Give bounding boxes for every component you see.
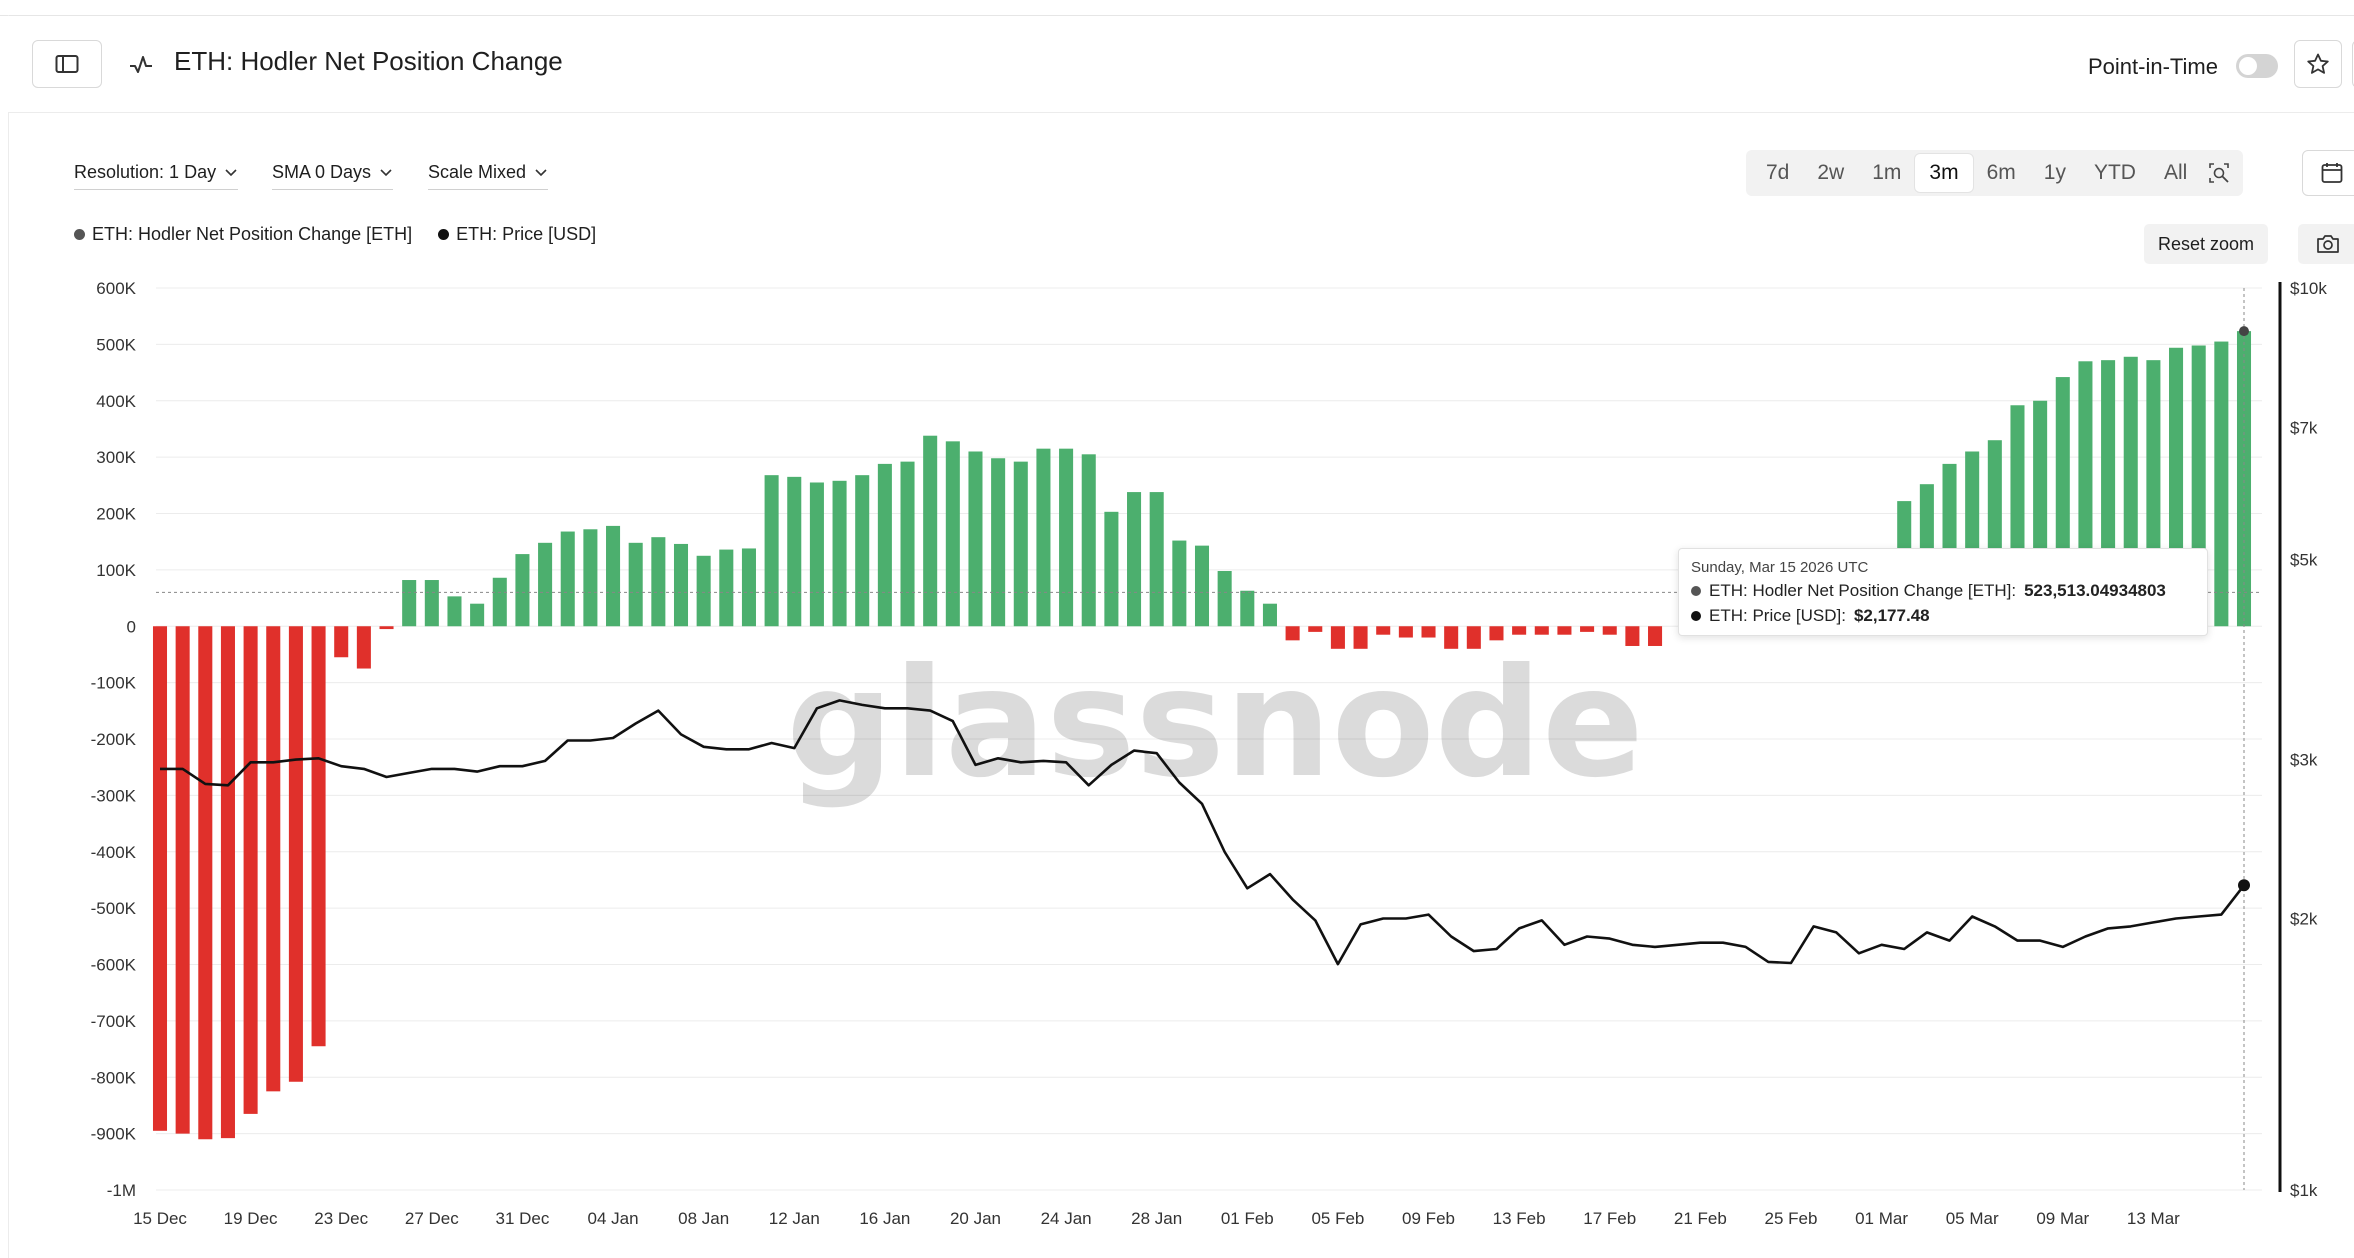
sma-select[interactable]: SMA 0 Days — [272, 162, 394, 190]
chart-legend: ETH: Hodler Net Position Change [ETH] ET… — [74, 224, 596, 245]
page-frame — [8, 15, 2354, 1258]
metric-header: ETH: Hodler Net Position Change Point-in… — [8, 16, 2354, 113]
legend-label-net-position: ETH: Hodler Net Position Change [ETH] — [92, 224, 413, 244]
calendar-button[interactable] — [2302, 150, 2354, 196]
sidebar-toggle-button[interactable] — [32, 40, 102, 88]
range-3m-button[interactable]: 3m — [1915, 154, 1973, 192]
chevron-down-icon — [380, 168, 392, 176]
tooltip-row-net-position: ETH: Hodler Net Position Change [ETH]: 5… — [1691, 581, 2195, 601]
time-range-selector: 7d 2w 1m 3m 6m 1y YTD All — [1746, 150, 2244, 196]
legend-label-price: ETH: Price [USD] — [456, 224, 597, 244]
range-7d-button[interactable]: 7d — [1766, 161, 1790, 184]
chevron-down-icon — [535, 168, 547, 176]
tooltip-date: Sunday, Mar 15 2026 UTC — [1691, 559, 1869, 576]
sidebar-toggle-icon — [55, 55, 79, 73]
resolution-select[interactable]: Resolution: 1 Day — [74, 162, 239, 190]
range-1y-button[interactable]: 1y — [2043, 161, 2066, 184]
camera-icon — [2317, 235, 2339, 253]
top-divider — [0, 15, 2354, 16]
favorite-button[interactable] — [2294, 40, 2342, 88]
calendar-icon — [2321, 163, 2343, 183]
scale-select[interactable]: Scale Mixed — [428, 162, 549, 190]
point-in-time-toggle[interactable] — [2236, 54, 2278, 78]
legend-item-price[interactable]: ETH: Price [USD] — [438, 224, 596, 245]
point-in-time-label: Point-in-Time — [2088, 54, 2218, 79]
tooltip-dot-net-position — [1691, 586, 1701, 596]
sma-label: SMA 0 Days — [272, 162, 372, 182]
tooltip-row-price: ETH: Price [USD]: $2,177.48 — [1691, 606, 2195, 626]
range-6m-button[interactable]: 6m — [1986, 161, 2016, 184]
chevron-down-icon — [225, 168, 237, 176]
legend-dot-price — [438, 229, 450, 240]
zoom-select-icon — [2209, 163, 2230, 183]
chart-tooltip: Sunday, Mar 15 2026 UTC ETH: Hodler Net … — [1678, 548, 2208, 636]
tooltip-label-price: ETH: Price [USD]: — [1709, 606, 1846, 625]
page-title: ETH: Hodler Net Position Change — [174, 46, 563, 76]
tooltip-dot-price — [1691, 611, 1701, 621]
tooltip-value-net-position: 523,513.04934803 — [2024, 581, 2166, 600]
tooltip-label-net-position: ETH: Hodler Net Position Change [ETH]: — [1709, 581, 2017, 600]
pulse-icon — [130, 56, 152, 73]
zoom-select-button[interactable] — [2201, 154, 2237, 192]
range-2w-button[interactable]: 2w — [1817, 161, 1845, 184]
resolution-label: Resolution: 1 Day — [74, 162, 217, 182]
legend-item-net-position[interactable]: ETH: Hodler Net Position Change [ETH] — [74, 224, 412, 245]
screenshot-button[interactable] — [2298, 224, 2354, 264]
range-1m-button[interactable]: 1m — [1872, 161, 1902, 184]
range-ytd-button[interactable]: YTD — [2093, 161, 2136, 184]
star-icon — [2307, 53, 2329, 74]
legend-dot-net-position — [74, 229, 85, 240]
scale-label: Scale Mixed — [428, 162, 527, 182]
tooltip-value-price: $2,177.48 — [1853, 606, 1930, 625]
reset-zoom-button[interactable]: Reset zoom — [2144, 224, 2269, 264]
range-all-button[interactable]: All — [2163, 161, 2188, 184]
toggle-knob — [2239, 57, 2257, 75]
